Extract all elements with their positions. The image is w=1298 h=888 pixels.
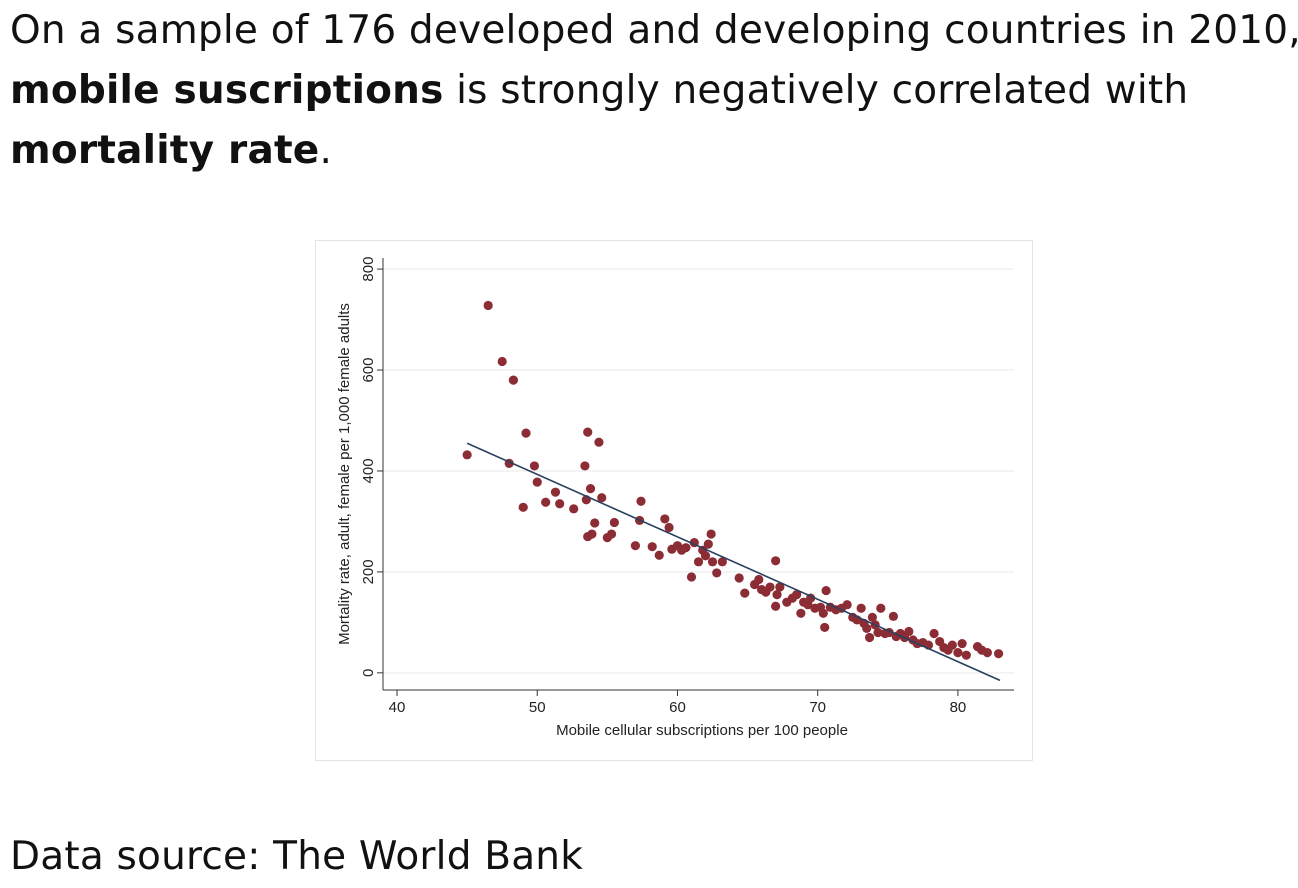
point [585,484,596,494]
y-axis-title: Mortality rate, adult, female per 1,000 … [336,303,353,645]
point [947,640,957,650]
point [862,623,872,634]
point [772,590,782,600]
text: is strongly negatively correlated with [443,68,1189,113]
point [873,627,883,638]
x-tick-label: 80 [950,699,967,716]
point [508,375,519,385]
point [929,628,939,639]
point [532,477,542,487]
point [590,518,600,528]
point [462,450,472,460]
point [703,539,713,549]
point [518,502,528,512]
point [529,461,540,471]
heading-line: mortality rate. [10,128,332,173]
text: . [319,128,333,173]
point [876,603,886,613]
y-tick-label: 600 [360,358,377,383]
point [497,356,507,367]
point [775,582,785,592]
point [771,556,781,566]
point [587,529,597,539]
footer: Data source: The World Bank [10,834,584,879]
bold-text: mortality rate [10,128,320,173]
y-tick-label: 200 [360,559,377,584]
point [953,648,963,658]
point [842,600,852,610]
point [555,499,565,509]
point [660,514,670,524]
point [904,626,914,637]
point [580,461,590,471]
chart-frame [315,240,1033,761]
point [993,649,1004,659]
point [700,551,711,561]
y-tick-label: 800 [360,257,377,282]
point [550,487,561,497]
x-tick-label: 70 [809,699,826,716]
point [792,590,802,600]
text: On a sample of 176 developed and develop… [10,8,1298,53]
point [982,648,992,658]
point [717,557,727,567]
point [856,603,866,613]
point [483,300,493,311]
point [521,428,531,438]
point [820,622,830,633]
point [765,582,775,592]
point [957,638,967,649]
fit-line [466,442,1001,682]
point [693,557,704,567]
point [583,427,593,437]
point [867,612,877,622]
point [597,493,607,503]
heading-line: On a sample of 176 developed and develop… [10,8,1298,53]
point [636,496,646,506]
point [541,497,551,507]
y-tick-label: 0 [360,669,377,677]
point [664,522,674,533]
point [821,585,831,596]
x-tick-label: 60 [669,699,686,716]
point [740,588,750,598]
point [686,572,697,582]
x-axis-title: Mobile cellular subscriptions per 100 pe… [556,722,848,739]
point [961,650,971,660]
y-tick-label: 400 [360,458,377,483]
point [818,608,828,618]
point [630,541,641,551]
point [771,601,781,611]
point [712,568,722,578]
bold-text: mobile suscriptions [10,68,444,113]
point [888,611,899,621]
point [609,517,619,528]
point [864,632,875,643]
point [754,574,764,585]
point [647,542,657,552]
point [706,529,716,539]
point [707,557,718,567]
point [606,529,617,539]
point [654,550,664,560]
point [594,437,604,447]
x-tick-label: 50 [529,699,546,716]
point [734,573,744,583]
x-tick-label: 40 [389,699,406,716]
point [796,608,806,618]
heading-line: mobile suscriptions is strongly negative… [10,68,1188,113]
point [569,504,579,514]
point [681,543,691,553]
